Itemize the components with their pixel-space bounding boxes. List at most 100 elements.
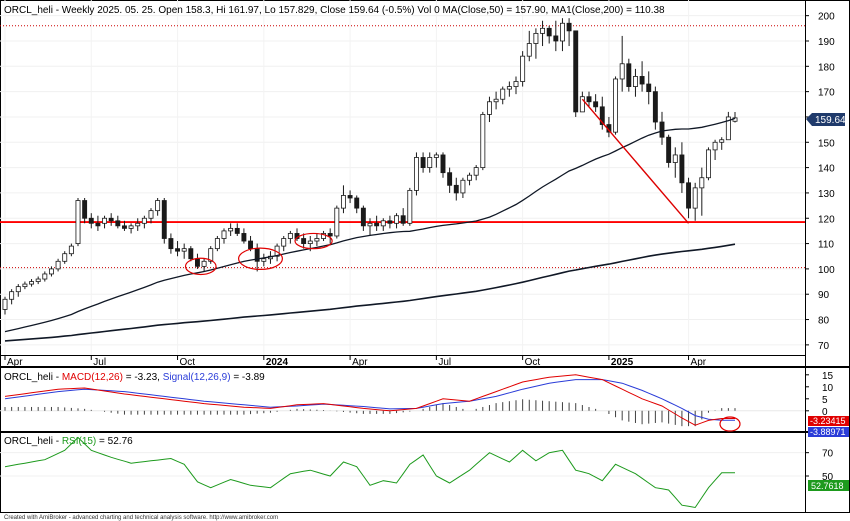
candle-up	[228, 227, 234, 232]
macd-tick-label: 10	[822, 383, 834, 394]
candle-up	[520, 55, 526, 82]
candle-down	[387, 220, 393, 224]
candle-up	[148, 210, 154, 219]
candle-up	[321, 233, 327, 239]
candle-up	[281, 238, 287, 247]
candle-down	[161, 200, 167, 239]
candle-down	[666, 136, 672, 163]
price-tick-label: 180	[818, 62, 835, 73]
candle-up	[506, 86, 512, 90]
candle-up	[533, 32, 539, 44]
rsi-line	[4, 436, 735, 509]
candle-down	[646, 83, 652, 93]
candle-up	[632, 76, 638, 87]
candle-down	[420, 157, 426, 169]
price-tick-label: 130	[818, 189, 835, 200]
candle-up	[579, 96, 585, 113]
rsi-series-line	[4, 436, 735, 509]
candle-up	[672, 154, 678, 163]
candle-up	[287, 233, 293, 239]
macd-value-badge: -3.23415	[808, 416, 849, 426]
candle-up	[513, 81, 519, 87]
last-price-label: 159.64	[815, 115, 846, 126]
time-tick-label: Jul	[93, 357, 106, 368]
candlestick-series	[2, 18, 738, 315]
candle-up	[75, 200, 81, 244]
candle-up	[314, 238, 320, 242]
price-title: ORCL_heli - Weekly 2025. 05. 25. Open 15…	[4, 5, 665, 16]
time-tick-label: Apr	[7, 357, 23, 368]
candle-up	[486, 101, 492, 115]
candle-down	[115, 220, 121, 227]
candle-up	[699, 177, 705, 189]
candle-down	[553, 35, 559, 42]
candle-up	[367, 222, 373, 227]
footer-credit: Created with AmiBroker - advanced charti…	[4, 515, 278, 521]
candle-up	[427, 157, 433, 169]
candle-up	[613, 78, 619, 133]
signal-line	[4, 379, 735, 421]
macd-value-label: -3.23415	[810, 416, 846, 426]
price-tick-label: 200	[818, 12, 835, 23]
price-tick-label: 90	[818, 290, 830, 301]
candle-down	[599, 106, 605, 125]
candle-down	[248, 240, 254, 250]
candle-up	[181, 248, 187, 252]
candle-up	[221, 230, 227, 239]
candle-down	[679, 154, 685, 184]
candle-down	[652, 91, 658, 123]
rsi-value-label: 52.7618	[811, 481, 844, 491]
price-tick-label: 100	[818, 265, 835, 276]
candle-up	[29, 281, 35, 285]
candle-up	[214, 238, 220, 250]
price-tick-label: 170	[818, 88, 835, 99]
macd-lines	[4, 374, 735, 426]
candle-up	[433, 154, 439, 158]
candle-down	[573, 30, 579, 113]
candle-down	[400, 215, 406, 224]
time-tick-label: Apr	[352, 357, 368, 368]
candle-down	[639, 76, 645, 85]
candle-up	[35, 278, 41, 282]
candle-down	[234, 227, 240, 234]
price-tick-label: 70	[818, 341, 830, 352]
time-tick-label: Jul	[438, 357, 451, 368]
candle-up	[48, 268, 54, 275]
candle-down	[95, 222, 101, 227]
rsi-value-badge: 52.7618	[808, 480, 849, 491]
candle-up	[692, 187, 698, 209]
candle-down	[440, 154, 446, 174]
rsi-tick-label: 70	[822, 449, 834, 460]
macd-tick-label: 5	[822, 395, 828, 406]
candle-down	[626, 63, 632, 87]
candle-up	[493, 98, 499, 103]
candle-down	[586, 96, 592, 103]
candle-down	[659, 121, 665, 138]
macd-tick-label: 0	[822, 407, 828, 418]
candle-up	[208, 248, 214, 262]
time-tick-label: 2025	[611, 357, 634, 368]
candle-down	[82, 200, 88, 219]
candle-up	[559, 22, 565, 42]
rsi-tick-label: 50	[822, 472, 834, 483]
candle-up	[102, 217, 108, 224]
price-panel-frame	[0, 0, 850, 367]
price-tick-label: 190	[818, 37, 835, 48]
candle-down	[241, 233, 247, 242]
price-axis: 200190180170160150140130120110100908070	[805, 12, 835, 352]
price-tick-label: 120	[818, 214, 835, 225]
candle-up	[307, 240, 313, 244]
time-axis: Apr Jul Oct 2024 Apr Jul Oct 2025 Apr	[4, 355, 707, 368]
candle-down	[88, 217, 94, 224]
candle-up	[42, 273, 48, 280]
candle-up	[340, 195, 346, 209]
price-tick-label: 110	[818, 240, 834, 251]
candle-up	[334, 207, 340, 237]
candle-up	[460, 179, 466, 194]
candle-down	[593, 101, 599, 108]
candle-up	[55, 260, 61, 270]
candle-up	[15, 286, 21, 293]
macd-tick-label: 15	[822, 371, 834, 382]
candle-up	[526, 43, 532, 57]
